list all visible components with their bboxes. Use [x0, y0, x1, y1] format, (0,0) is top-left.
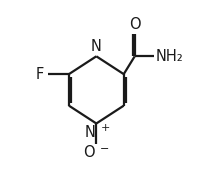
Text: F: F [35, 67, 44, 82]
Text: N: N [91, 39, 102, 54]
Text: NH₂: NH₂ [156, 49, 184, 64]
Text: +: + [101, 123, 111, 133]
Text: O: O [83, 145, 95, 160]
Text: −: − [100, 144, 109, 154]
Text: N: N [85, 125, 96, 140]
Text: O: O [129, 17, 141, 32]
